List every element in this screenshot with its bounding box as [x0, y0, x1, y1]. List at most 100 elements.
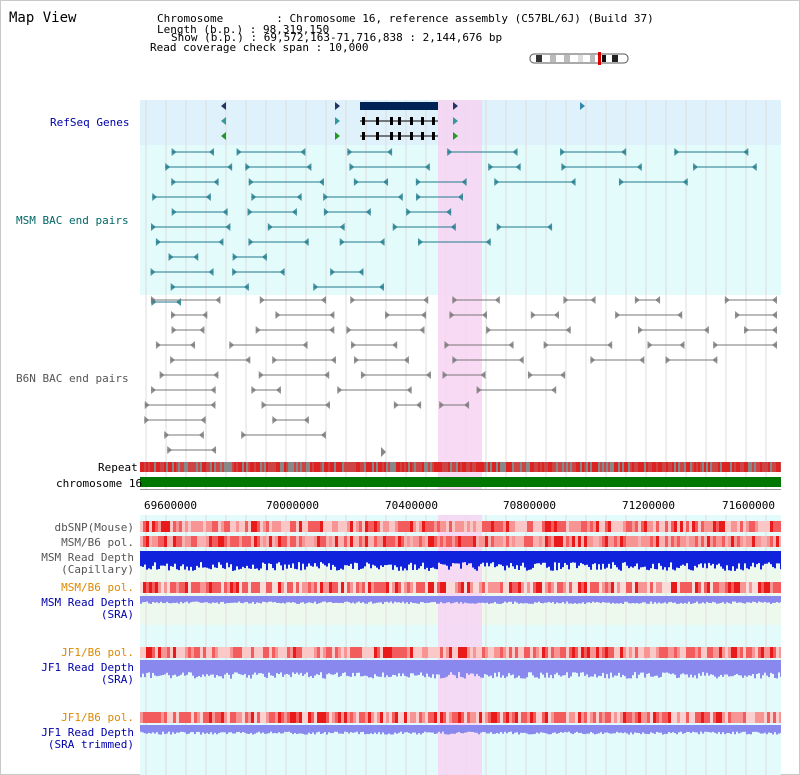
repeat-segment — [184, 462, 186, 472]
read-depth-bar — [288, 660, 290, 675]
polymorphism-cell — [587, 521, 590, 532]
polymorphism-cell — [293, 582, 296, 593]
polymorphism-cell — [215, 582, 218, 593]
polymorphism-cell — [392, 521, 395, 532]
repeat-segment — [434, 462, 436, 472]
repeat-segment — [232, 462, 234, 472]
polymorphism-cell — [425, 582, 428, 593]
read-depth-bar — [480, 660, 482, 678]
read-depth-bar — [652, 725, 654, 734]
polymorphism-cell — [635, 712, 638, 723]
polymorphism-cell — [767, 582, 770, 593]
read-depth-bar — [476, 660, 478, 674]
repeat-segment — [654, 462, 656, 472]
gene-arrow — [221, 117, 226, 125]
polymorphism-cell — [692, 521, 695, 532]
read-depth-bar — [594, 551, 596, 564]
polymorphism-cell — [479, 712, 482, 723]
chromosome-ideogram[interactable] — [528, 52, 630, 66]
read-depth-bar — [356, 660, 358, 673]
bac-end-marker — [202, 311, 208, 319]
polymorphism-cell — [332, 647, 335, 658]
repeat-segment — [586, 462, 588, 472]
read-depth-bar — [640, 596, 642, 604]
polymorphism-cell — [737, 521, 740, 532]
read-depth-bar — [248, 660, 250, 676]
repeat-segment — [712, 462, 714, 472]
read-depth-bar — [658, 725, 660, 733]
bac-end-marker — [218, 238, 224, 246]
read-depth-bar — [360, 551, 362, 569]
polymorphism-cell — [494, 712, 497, 723]
read-depth-bar — [208, 725, 210, 734]
read-depth-bar — [434, 551, 436, 569]
read-depth-bar — [630, 660, 632, 679]
repeat-segment — [408, 462, 410, 472]
read-depth-bar — [528, 596, 530, 604]
read-depth-bar — [220, 596, 222, 603]
read-depth-bar — [732, 725, 734, 732]
read-depth-bar — [366, 725, 368, 734]
read-depth-bar — [660, 551, 662, 566]
polymorphism-cell — [524, 712, 527, 723]
read-depth-bar — [516, 551, 518, 566]
read-depth-bar — [572, 551, 574, 563]
polymorphism-cell — [176, 536, 179, 547]
read-depth-bar — [562, 551, 564, 568]
polymorphism-cell — [761, 521, 764, 532]
polymorphism-cell — [773, 712, 776, 723]
read-depth-bar — [730, 551, 732, 571]
read-depth-bar — [516, 596, 518, 603]
bac-end-marker — [406, 386, 412, 394]
polymorphism-cell — [464, 536, 467, 547]
polymorphism-cell — [413, 712, 416, 723]
polymorphism-cell — [767, 521, 770, 532]
read-depth-bar — [244, 551, 246, 569]
read-depth-bar — [532, 660, 534, 676]
repeat-segment — [410, 462, 412, 472]
polymorphism-cell — [428, 712, 431, 723]
polymorphism-cell — [683, 582, 686, 593]
polymorphism-cell — [428, 521, 431, 532]
track-label-msm-depth-capillary: MSM Read Depth — [41, 551, 134, 564]
repeat-segment — [688, 462, 690, 472]
polymorphism-cell — [512, 521, 515, 532]
bac-end-marker — [392, 223, 398, 231]
read-depth-bar — [558, 725, 560, 734]
bac-end-marker — [494, 178, 500, 186]
read-depth-bar — [316, 551, 318, 567]
read-depth-bar — [512, 725, 514, 735]
polymorphism-cell — [743, 536, 746, 547]
repeat-segment — [700, 462, 702, 472]
read-depth-bar — [396, 551, 398, 568]
read-depth-bar — [154, 596, 156, 603]
polymorphism-cell — [224, 521, 227, 532]
read-depth-bar — [582, 725, 584, 734]
polymorphism-cell — [638, 647, 641, 658]
read-depth-bar — [552, 725, 554, 733]
read-depth-bar — [310, 725, 312, 734]
track-canvas[interactable] — [140, 100, 781, 775]
read-depth-bar — [682, 551, 684, 565]
read-depth-bar — [434, 596, 436, 602]
read-depth-bar — [204, 660, 206, 677]
polymorphism-cell — [506, 521, 509, 532]
gene-arrow — [580, 102, 585, 110]
polymorphism-cell — [353, 582, 356, 593]
read-depth-bar — [346, 596, 348, 602]
read-depth-bar — [518, 596, 520, 604]
repeat-segment — [750, 462, 752, 472]
read-depth-bar — [312, 551, 314, 567]
read-depth-bar — [422, 660, 424, 676]
read-depth-bar — [508, 551, 510, 568]
read-depth-bar — [302, 551, 304, 564]
bac-end-marker — [303, 238, 309, 246]
repeat-segment — [562, 462, 564, 472]
read-depth-bar — [704, 551, 706, 564]
polymorphism-cell — [494, 536, 497, 547]
gene-exon — [410, 132, 413, 140]
read-depth-bar — [182, 660, 184, 673]
polymorphism-cell — [221, 521, 224, 532]
repeat-segment — [344, 462, 346, 472]
read-depth-bar — [602, 725, 604, 735]
